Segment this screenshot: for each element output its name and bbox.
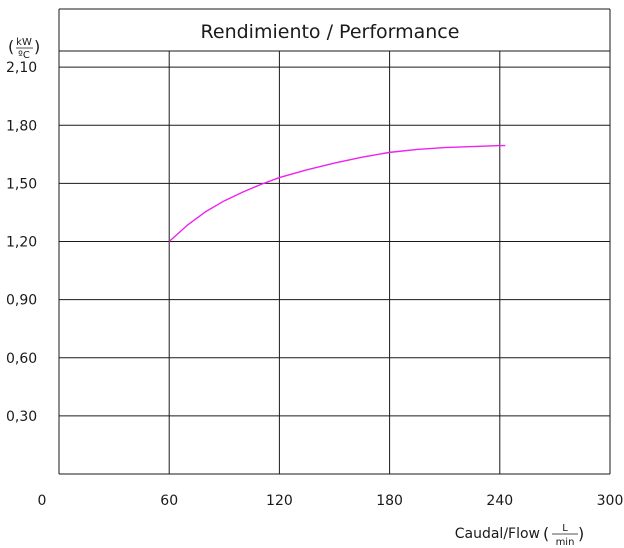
grid	[59, 50, 610, 474]
chart-title: Rendimiento / Performance	[201, 21, 460, 43]
y-tick-label: 1,80	[6, 118, 37, 134]
y-tick-labels: 0,30 0,60 0,90 1,20 1,50 1,80 2,10	[6, 60, 37, 425]
x-tick-label: 180	[376, 493, 403, 509]
x-unit-numerator: L	[562, 523, 568, 534]
x-tick-label: 300	[597, 493, 624, 509]
y-tick-label: 2,10	[6, 60, 37, 76]
x-unit-denominator: min	[556, 537, 575, 548]
y-unit-open-paren: (	[8, 37, 14, 56]
y-tick-label: 0,90	[6, 293, 37, 309]
series-line-0	[168, 144, 506, 243]
y-tick-label: 0,60	[6, 351, 37, 367]
plot-frame	[58, 8, 611, 475]
x-tick-label: 0	[38, 493, 47, 509]
x-unit-close-paren: )	[578, 524, 584, 543]
x-axis-label: Caudal/Flow ( L min )	[455, 523, 585, 548]
y-tick-label: 0,30	[6, 409, 37, 425]
y-tick-label: 1,20	[6, 235, 37, 251]
y-axis-unit: ( kW ºC )	[8, 37, 40, 61]
x-axis-title: Caudal/Flow	[455, 526, 540, 542]
y-unit-denominator: ºC	[18, 50, 30, 61]
x-tick-label: 120	[266, 493, 293, 509]
x-tick-label: 240	[486, 493, 513, 509]
y-unit-close-paren: )	[34, 37, 40, 56]
series-layer	[168, 144, 506, 243]
x-tick-label: 60	[160, 493, 178, 509]
x-unit-open-paren: (	[543, 524, 549, 543]
x-tick-labels: 0 60 120 180 240 300	[38, 493, 624, 509]
y-tick-label: 1,50	[6, 176, 37, 192]
y-unit-numerator: kW	[16, 37, 32, 48]
title-box: Rendimiento / Performance	[201, 21, 460, 43]
